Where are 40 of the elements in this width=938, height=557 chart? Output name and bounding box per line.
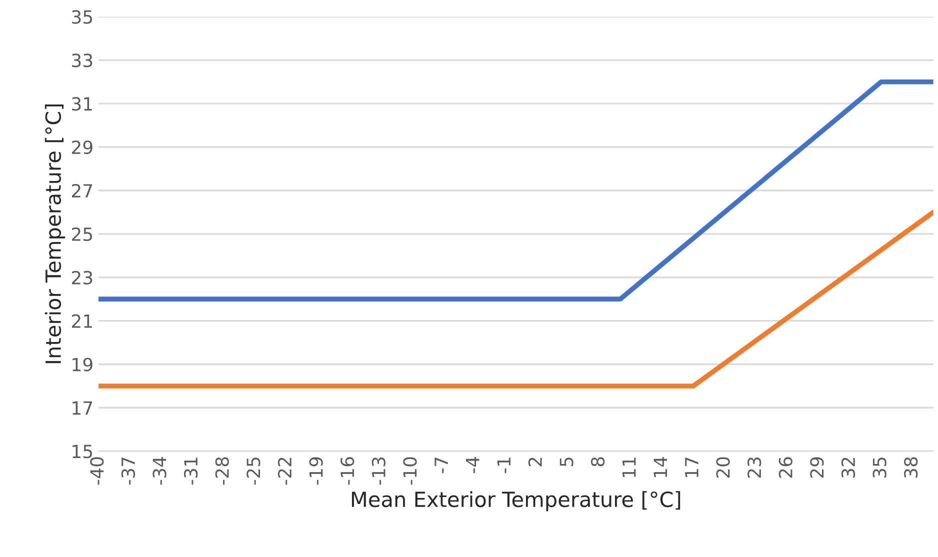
x-tick-label: -22 (278, 458, 292, 485)
x-tick-label: -4 (466, 457, 480, 474)
x-tick-label: 35 (872, 458, 886, 478)
x-tick-label: 23 (747, 457, 762, 478)
x-axis-title: Mean Exterior Temperature [°C] (352, 491, 680, 512)
y-tick-label: 27 (72, 184, 92, 198)
y-axis-title: Interior Temperature [°C] (44, 104, 66, 364)
y-tick-label: 35 (72, 10, 92, 24)
y-tick-label: 21 (72, 314, 92, 328)
x-tick-label: 11 (622, 458, 636, 478)
x-tick-label: -37 (121, 458, 136, 485)
x-tick-label: 26 (778, 457, 792, 478)
y-tick-label: 19 (72, 358, 92, 372)
x-tick-label: 20 (716, 457, 730, 478)
y-tick-label: 17 (72, 401, 92, 415)
x-tick-label: 17 (685, 458, 698, 478)
x-tick-label: -28 (215, 457, 229, 485)
x-tick-label: -25 (246, 458, 260, 485)
y-tick-label: 25 (72, 227, 92, 242)
x-tick-label: 32 (841, 458, 856, 478)
x-tick-label: -10 (403, 457, 417, 485)
y-tick-label: 29 (72, 140, 92, 154)
y-tick-label: 15 (72, 444, 92, 458)
x-tick-label: -1 (497, 458, 510, 474)
x-tick-label: -19 (309, 457, 323, 485)
y-tick-label: 23 (72, 270, 92, 284)
x-tick-label: 8 (590, 457, 605, 466)
x-tick-label: 5 (560, 458, 574, 466)
x-tick-label: -40 (90, 457, 104, 485)
x-tick-label: 29 (810, 457, 824, 478)
x-tick-label: 38 (904, 457, 918, 478)
x-tick-label: -13 (372, 457, 386, 485)
y-tick-label: 33 (72, 54, 92, 68)
x-tick-label: -16 (340, 457, 354, 485)
x-tick-label: 14 (654, 457, 667, 478)
x-tick-label: -34 (152, 457, 166, 485)
x-tick-label: -31 (184, 458, 198, 485)
y-tick-label: 31 (72, 97, 92, 111)
x-tick-label: 2 (528, 458, 542, 466)
x-tick-label: -7 (434, 458, 448, 474)
